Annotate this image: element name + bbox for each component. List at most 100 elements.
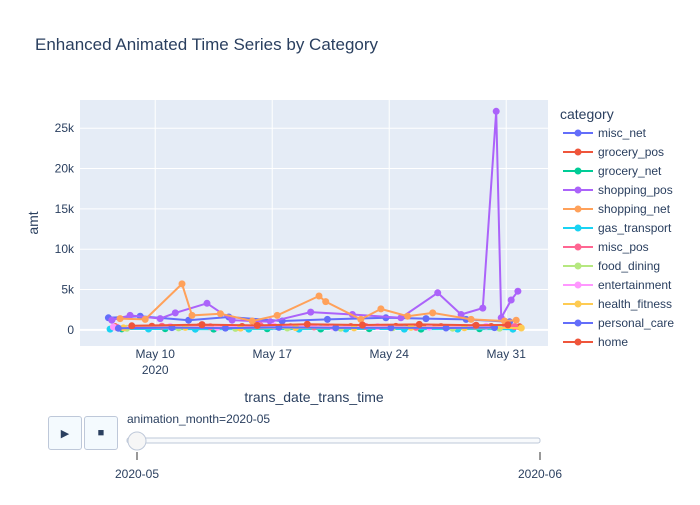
x-tick-label: May 10: [136, 347, 176, 361]
y-tick-label: 5k: [61, 283, 75, 297]
data-point[interactable]: [504, 321, 511, 328]
y-tick-label: 20k: [55, 162, 75, 176]
slider-rail[interactable]: [127, 438, 540, 443]
legend-item-entertainment[interactable]: entertainment: [563, 278, 672, 292]
data-point[interactable]: [479, 305, 486, 312]
legend-item-home[interactable]: home: [563, 335, 628, 349]
x-tick-label: May 17: [253, 347, 293, 361]
legend-marker: [575, 282, 582, 289]
data-point[interactable]: [513, 317, 520, 324]
data-point[interactable]: [204, 300, 211, 307]
legend-label: shopping_net: [598, 202, 671, 216]
legend-item-gas_transport[interactable]: gas_transport: [563, 221, 672, 235]
legend-item-grocery_net[interactable]: grocery_net: [563, 164, 662, 178]
legend-label: personal_care: [598, 316, 674, 330]
legend-label: entertainment: [598, 278, 672, 292]
legend-item-shopping_net[interactable]: shopping_net: [563, 202, 671, 216]
data-point[interactable]: [324, 316, 331, 323]
legend-title: category: [560, 106, 614, 122]
data-point[interactable]: [473, 322, 480, 329]
legend-label: home: [598, 335, 628, 349]
data-point[interactable]: [377, 305, 384, 312]
legend-item-food_dining[interactable]: food_dining: [563, 259, 660, 273]
data-point[interactable]: [316, 293, 323, 300]
legend-marker: [575, 149, 582, 156]
x-tick-label: May 31: [487, 347, 527, 361]
data-point[interactable]: [304, 321, 311, 328]
y-tick-label: 25k: [55, 121, 75, 135]
legend-item-shopping_pos[interactable]: shopping_pos: [563, 183, 673, 197]
data-point[interactable]: [514, 288, 521, 295]
legend-label: food_dining: [598, 259, 660, 273]
legend-item-misc_pos[interactable]: misc_pos: [563, 240, 649, 254]
legend-marker: [575, 130, 582, 137]
data-point[interactable]: [511, 323, 518, 330]
data-point[interactable]: [108, 317, 115, 324]
y-axis-label: amt: [25, 211, 41, 234]
legend-label: shopping_pos: [598, 183, 673, 197]
data-point[interactable]: [115, 325, 122, 332]
data-point[interactable]: [179, 280, 186, 287]
x-tick-labels: May 10 2020 May 17 May 24 May 31: [136, 347, 527, 377]
legend-marker: [575, 168, 582, 175]
x-tick-label: May 24: [370, 347, 410, 361]
legend-label: misc_pos: [598, 240, 649, 254]
y-tick-labels: 0 5k 10k 15k 20k 25k: [55, 121, 75, 337]
data-point[interactable]: [416, 321, 423, 328]
x-tick-sublabel: 2020: [142, 363, 169, 377]
slider-handle[interactable]: [128, 432, 146, 450]
legend-label: misc_net: [598, 126, 647, 140]
data-point[interactable]: [172, 309, 179, 316]
stop-icon: ■: [98, 427, 105, 439]
data-point[interactable]: [423, 315, 430, 322]
data-point[interactable]: [199, 321, 206, 328]
legend-marker: [575, 301, 582, 308]
data-point[interactable]: [157, 315, 164, 322]
legend-marker: [575, 339, 582, 346]
data-point[interactable]: [493, 108, 500, 115]
slider-step-label[interactable]: 2020-05: [115, 467, 159, 481]
legend-label: health_fitness: [598, 297, 672, 311]
legend-label: grocery_pos: [598, 145, 664, 159]
legend: misc_net grocery_pos grocery_net shopping_p…: [563, 126, 674, 349]
legend-item-misc_net[interactable]: misc_net: [563, 126, 647, 140]
data-point[interactable]: [142, 316, 149, 323]
data-point[interactable]: [404, 313, 411, 320]
y-tick-label: 15k: [55, 202, 75, 216]
data-point[interactable]: [429, 309, 436, 316]
legend-marker: [575, 187, 582, 194]
data-point[interactable]: [307, 309, 314, 316]
legend-item-health_fitness[interactable]: health_fitness: [563, 297, 672, 311]
legend-label: gas_transport: [598, 221, 672, 235]
data-point[interactable]: [274, 312, 281, 319]
slider-step-label[interactable]: 2020-06: [518, 467, 562, 481]
data-point[interactable]: [189, 312, 196, 319]
data-point[interactable]: [254, 322, 261, 329]
legend-marker: [575, 244, 582, 251]
legend-item-personal_care[interactable]: personal_care: [563, 316, 674, 330]
slider-ticks: 2020-05 2020-06: [115, 452, 562, 481]
y-tick-label: 10k: [55, 242, 75, 256]
legend-label: grocery_net: [598, 164, 662, 178]
stop-button[interactable]: ■: [84, 416, 118, 450]
data-point[interactable]: [128, 322, 135, 329]
data-point[interactable]: [217, 310, 224, 317]
x-axis-label: trans_date_trans_time: [244, 389, 384, 405]
data-point[interactable]: [434, 289, 441, 296]
chart-title: Enhanced Animated Time Series by Categor…: [35, 35, 379, 54]
play-icon: ▶: [61, 427, 69, 440]
data-point[interactable]: [468, 316, 475, 323]
data-point[interactable]: [117, 315, 124, 322]
y-tick-label: 0: [67, 323, 74, 337]
data-point[interactable]: [322, 298, 329, 305]
data-point[interactable]: [508, 297, 515, 304]
play-button[interactable]: ▶: [48, 416, 82, 450]
data-point[interactable]: [359, 322, 366, 329]
animation-current-label: animation_month=2020-05: [127, 412, 270, 426]
legend-item-grocery_pos[interactable]: grocery_pos: [563, 145, 664, 159]
legend-marker: [575, 320, 582, 327]
legend-marker: [575, 263, 582, 270]
data-point[interactable]: [518, 325, 525, 332]
legend-marker: [575, 225, 582, 232]
